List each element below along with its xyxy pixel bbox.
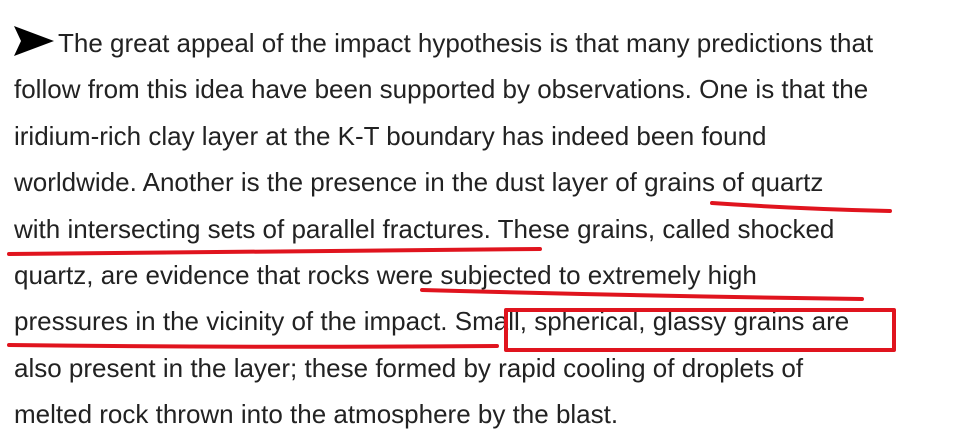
passage-line-9: melted rock thrown into the atmosphere b… [14, 399, 619, 430]
passage-line-8: also present in the layer; these formed … [14, 352, 804, 383]
passage-line-6: quartz, are evidence that rocks were sub… [14, 259, 757, 290]
right-arrow-icon [14, 26, 54, 56]
passage-line-3: iridium-rich clay layer at the K-T bound… [14, 120, 767, 151]
passage-line-4: worldwide. Another is the presence in th… [14, 167, 824, 198]
passage-paragraph: The great appeal of the impact hypothesi… [14, 20, 964, 438]
passage-line-1-text: The great appeal of the impact hypothesi… [58, 28, 874, 58]
passage-line-2: follow from this idea have been supporte… [14, 74, 869, 105]
passage-line-5: with intersecting sets of parallel fract… [14, 213, 835, 244]
passage-line-1: The great appeal of the impact hypothesi… [14, 20, 964, 66]
passage-line-7: pressures in the vicinity of the impact.… [14, 306, 850, 337]
